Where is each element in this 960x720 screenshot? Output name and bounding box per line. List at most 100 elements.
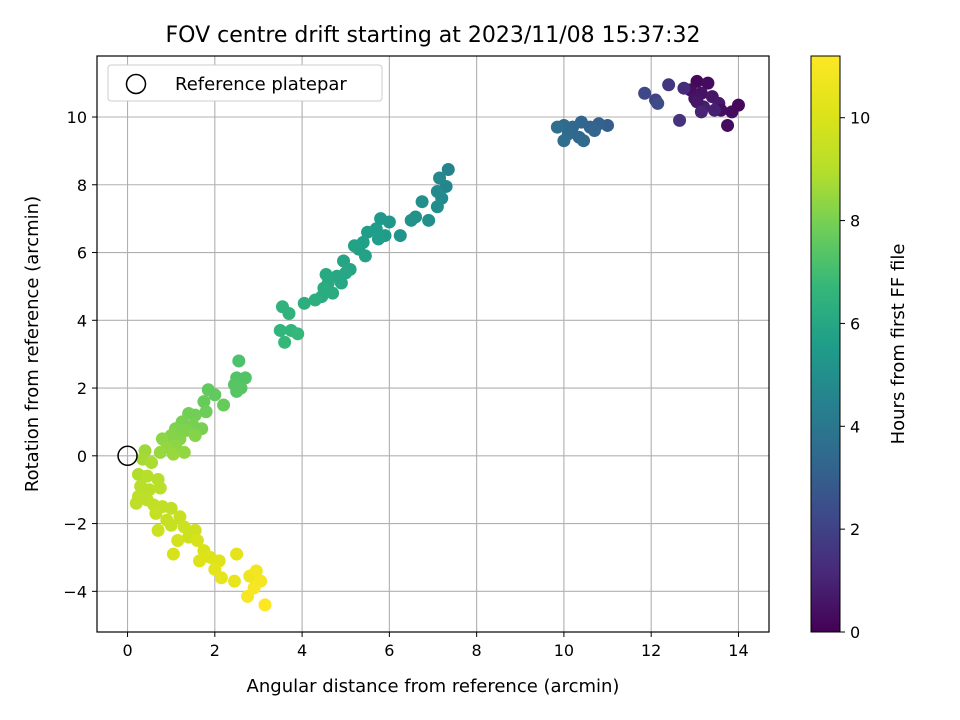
- plot-frame: [96, 55, 770, 633]
- data-point: [199, 405, 213, 419]
- data-point: [638, 86, 652, 100]
- legend: Reference platepar: [107, 64, 383, 102]
- data-point: [275, 300, 289, 314]
- data-point: [188, 408, 202, 422]
- data-point: [190, 534, 204, 548]
- chart-title: FOV centre drift starting at 2023/11/08 …: [166, 23, 701, 48]
- data-point: [673, 113, 687, 127]
- data-point: [217, 398, 231, 412]
- data-point: [701, 76, 715, 90]
- data-point: [151, 523, 165, 537]
- colorbar-tick-label: 0: [850, 623, 860, 642]
- data-point: [145, 456, 159, 470]
- x-tick-label: 10: [554, 641, 574, 660]
- data-point: [278, 335, 292, 349]
- colorbar-tick-label: 6: [850, 314, 860, 333]
- data-point: [550, 120, 564, 134]
- y-axis-label: Rotation from reference (arcmin): [22, 196, 43, 492]
- data-point: [129, 496, 143, 510]
- data-point: [557, 134, 571, 148]
- x-tick-label: 4: [297, 641, 307, 660]
- data-point: [230, 384, 244, 398]
- data-point: [171, 534, 185, 548]
- legend-box: [107, 64, 383, 102]
- data-point: [230, 547, 244, 561]
- data-point: [273, 323, 287, 337]
- data-point: [241, 589, 255, 603]
- x-tick-label: 12: [641, 641, 661, 660]
- colorbar-label: Hours from first FF file: [888, 244, 909, 445]
- data-point: [337, 254, 351, 268]
- data-point: [177, 520, 191, 534]
- colorbar-tick-label: 4: [850, 417, 860, 436]
- data-point: [142, 483, 156, 497]
- data-point: [153, 481, 167, 495]
- data-point: [371, 232, 385, 246]
- data-point: [433, 171, 447, 185]
- data-point: [258, 598, 272, 612]
- y-tick-label: 8: [77, 176, 87, 195]
- data-point: [662, 78, 676, 92]
- data-point: [166, 547, 180, 561]
- data-point: [374, 212, 388, 226]
- data-point: [214, 571, 228, 585]
- data-point: [164, 518, 178, 532]
- x-tick-label: 0: [122, 641, 132, 660]
- colorbar: 0 2 4 6 8 10 Hours from first FF file: [810, 55, 909, 642]
- y-axis-ticks: −4 −2 0 2 4 6 8 10: [63, 108, 97, 601]
- x-tick-label: 8: [472, 641, 482, 660]
- data-point: [166, 447, 180, 461]
- data-point: [197, 395, 211, 409]
- data-point: [404, 213, 418, 227]
- data-point: [415, 195, 429, 209]
- data-point: [208, 388, 222, 402]
- data-point: [249, 564, 263, 578]
- data-point: [177, 445, 191, 459]
- data-point: [238, 371, 252, 385]
- legend-marker-reference: [125, 73, 147, 95]
- x-axis-label: Angular distance from reference (arcmin): [247, 676, 620, 697]
- data-point: [651, 96, 665, 110]
- data-point: [173, 510, 187, 524]
- colorbar-ticks: 0 2 4 6 8 10: [840, 109, 870, 642]
- data-point: [347, 239, 361, 253]
- data-point: [677, 81, 691, 95]
- legend-label-reference: Reference platepar: [175, 74, 347, 95]
- data-point: [707, 103, 721, 117]
- data-point: [232, 354, 246, 368]
- colorbar-tick-label: 10: [850, 109, 870, 128]
- y-tick-label: 4: [77, 311, 87, 330]
- y-tick-label: 10: [67, 108, 87, 127]
- x-tick-label: 14: [728, 641, 748, 660]
- reference-platepar-marker: [117, 445, 138, 467]
- data-point: [393, 229, 407, 243]
- data-point: [193, 554, 207, 568]
- data-point: [297, 296, 311, 310]
- data-point: [164, 501, 178, 515]
- data-point: [334, 276, 348, 290]
- x-tick-label: 2: [210, 641, 220, 660]
- colorbar-gradient: [810, 55, 841, 633]
- data-point: [430, 200, 444, 214]
- data-point: [731, 98, 745, 112]
- data-point: [694, 105, 708, 119]
- data-point: [308, 293, 322, 307]
- data-points: [117, 74, 745, 612]
- data-point: [188, 428, 202, 442]
- y-tick-label: 2: [77, 379, 87, 398]
- y-tick-label: −2: [63, 515, 87, 534]
- y-tick-label: −4: [63, 582, 87, 601]
- data-point: [149, 506, 163, 520]
- colorbar-tick-label: 8: [850, 212, 860, 231]
- x-axis-ticks: 0 2 4 6 8 10 12 14: [122, 632, 749, 660]
- data-point: [361, 225, 375, 239]
- data-point: [291, 327, 305, 341]
- y-tick-label: 6: [77, 244, 87, 263]
- data-point: [422, 213, 436, 227]
- data-point: [227, 574, 241, 588]
- data-point: [441, 163, 455, 177]
- x-tick-label: 6: [384, 641, 394, 660]
- colorbar-tick-label: 2: [850, 520, 860, 539]
- data-point: [140, 469, 154, 483]
- data-point: [577, 134, 591, 148]
